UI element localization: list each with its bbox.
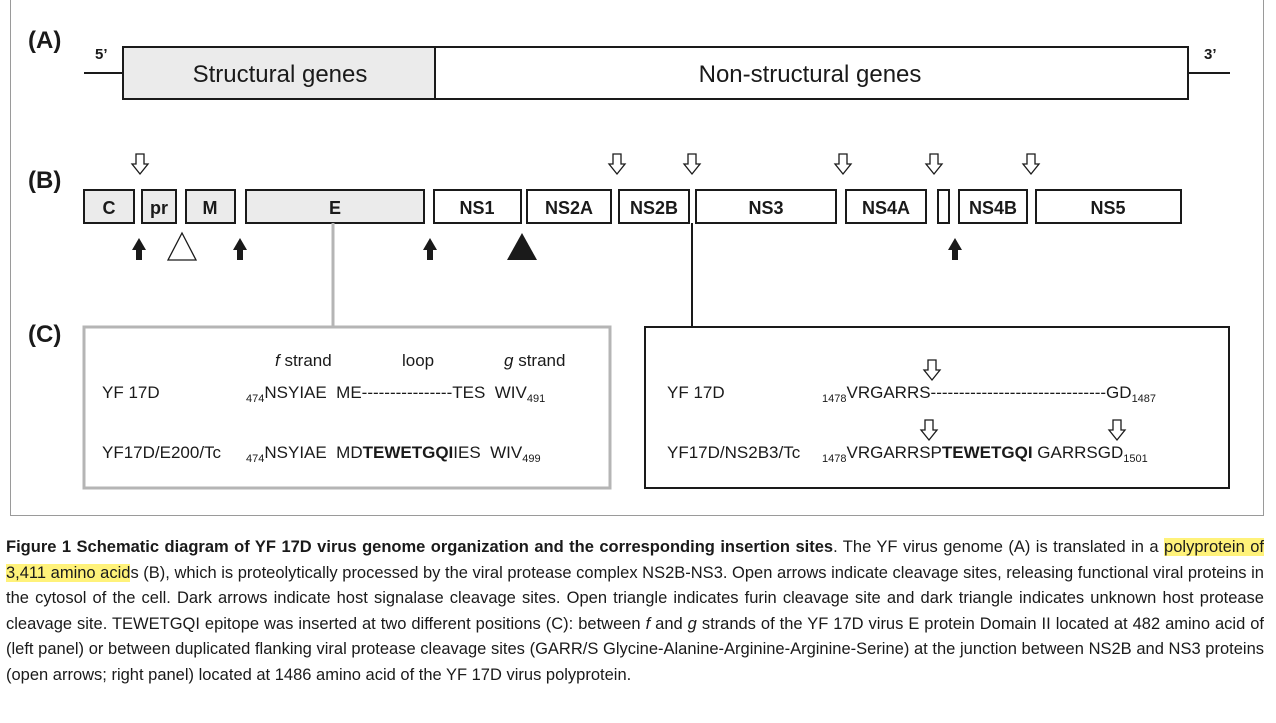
gene-label-ns3: NS3	[748, 198, 783, 218]
furin-site-open-triangle-icon	[166, 231, 198, 261]
gene-box-pr	[141, 189, 177, 224]
gene-label-m: M	[203, 198, 218, 218]
right-row1-sequence: 1478VRGARRS-----------------------------…	[822, 383, 1156, 405]
caption-text-3: and	[650, 614, 688, 633]
gene-label-ns2a: NS2A	[545, 198, 593, 218]
open-arrow-icon	[1022, 153, 1040, 175]
dark-arrow-icon	[948, 238, 962, 260]
g-strand-header: g strand	[504, 351, 565, 370]
right-row1-label: YF 17D	[667, 383, 725, 402]
gene-box-ns5	[1035, 189, 1182, 224]
gene-box-ns3	[695, 189, 837, 224]
gene-box-c	[83, 189, 135, 224]
dark-arrow-icon	[423, 238, 437, 260]
gene-box-ns2b	[618, 189, 690, 224]
caption-em-f: f	[645, 614, 651, 633]
gene-box-ns4a	[845, 189, 927, 224]
gene-box-m	[185, 189, 236, 224]
open-arrow-icon	[683, 153, 701, 175]
structural-genes-label: Structural genes	[193, 61, 368, 88]
gene-box-2k	[937, 189, 950, 224]
loop-header: loop	[402, 351, 434, 370]
three-prime-label: 3’	[1204, 46, 1217, 63]
caption-title: Figure 1 Schematic diagram of YF 17D vir…	[6, 538, 834, 556]
genome-diagram: (A) 5’ 3’ Structural genes Non-structura…	[28, 27, 1230, 490]
left-row2-sequence: 474NSYIAE MDTEWETGQIIES WIV499	[246, 443, 541, 465]
left-row1-sequence: 474NSYIAE ME----------------TES WIV491	[246, 383, 545, 405]
caption-text-2: s (B), which is proteolytically processe…	[6, 563, 1264, 633]
gene-label-e: E	[329, 198, 341, 218]
gene-label-ns1: NS1	[459, 198, 494, 218]
gene-label-ns4a: NS4A	[862, 198, 910, 218]
panel-b-letter: (B)	[28, 167, 61, 194]
right-row2-sequence: 1478VRGARRSPTEWETGQI GARRSGD1501	[822, 443, 1148, 465]
panel-a-letter: (A)	[28, 27, 61, 54]
gene-box-ns1	[433, 189, 522, 224]
caption-em-g: g	[687, 614, 697, 633]
right-insertion-panel	[644, 326, 1230, 489]
dark-arrow-icon	[132, 238, 146, 260]
host-protease-dark-triangle-icon	[507, 233, 537, 260]
right-row2-label: YF17D/NS2B3/Tc	[667, 443, 801, 462]
caption-text-4: strands of the YF 17D virus E protein Do…	[6, 614, 1265, 684]
figure-frame	[10, 0, 1264, 516]
gene-label-c: C	[103, 198, 116, 218]
gene-label-ns2b: NS2B	[630, 198, 678, 218]
f-strand-header: f strand	[275, 351, 332, 370]
figure-caption: Figure 1 Schematic diagram of YF 17D vir…	[6, 535, 1264, 689]
left-row2-label: YF17D/E200/Tc	[102, 443, 222, 462]
gene-label-pr: pr	[150, 198, 168, 218]
left-row1-label: YF 17D	[102, 383, 160, 402]
nonstructural-genes-label: Non-structural genes	[699, 61, 922, 88]
open-arrow-icon	[608, 153, 626, 175]
gene-label-ns4b: NS4B	[969, 198, 1017, 218]
open-arrow-icon	[925, 153, 943, 175]
structural-genes-box	[122, 46, 436, 100]
gene-box-ns4b	[958, 189, 1028, 224]
left-insertion-panel	[82, 325, 612, 490]
gene-box-e	[245, 189, 425, 224]
dark-arrow-icon	[233, 238, 247, 260]
five-prime-label: 5’	[95, 46, 108, 63]
caption-text-1: . The YF virus genome (A) is translated …	[833, 538, 1165, 556]
nonstructural-genes-box	[434, 46, 1189, 100]
open-arrow-icon	[834, 153, 852, 175]
gene-label-ns5: NS5	[1090, 198, 1125, 218]
gene-box-ns2a	[526, 189, 612, 224]
panel-c-letter: (C)	[28, 321, 61, 348]
open-arrow-icon	[131, 153, 149, 175]
